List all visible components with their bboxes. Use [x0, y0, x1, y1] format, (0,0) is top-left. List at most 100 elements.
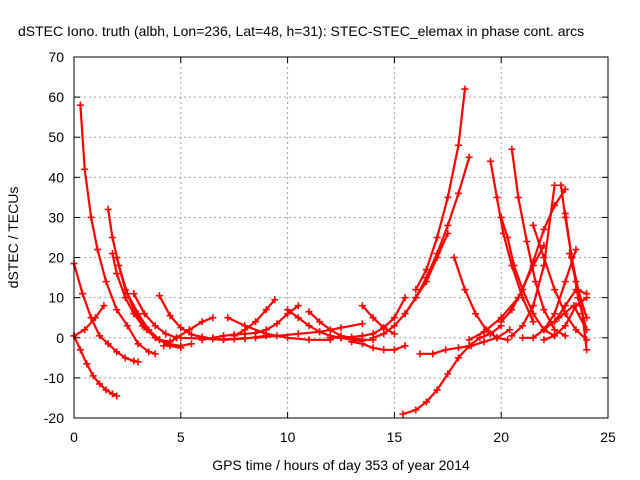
data-point: [104, 205, 112, 213]
y-tick-label: 20: [48, 250, 64, 266]
data-point: [140, 310, 148, 318]
series-arc-27: [487, 157, 537, 326]
series-line: [201, 304, 299, 341]
chart-title: dSTEC Iono. truth (albh, Lon=236, Lat=48…: [18, 23, 584, 39]
data-point: [529, 334, 537, 342]
data-point: [123, 322, 131, 330]
data-point: [230, 332, 238, 340]
data-point: [348, 338, 356, 346]
data-point: [497, 318, 505, 326]
y-tick-label: 50: [48, 129, 64, 145]
data-point: [465, 336, 473, 344]
data-point: [472, 310, 480, 318]
series-arc-26: [450, 254, 512, 344]
series-arc-22: [401, 153, 473, 318]
series-line: [372, 233, 449, 339]
data-point: [529, 258, 537, 266]
data-point: [294, 314, 302, 322]
data-point: [531, 278, 539, 286]
data-point: [416, 350, 424, 358]
data-point: [145, 348, 153, 356]
data-point: [91, 314, 99, 322]
data-point: [433, 234, 441, 241]
data-point: [177, 324, 185, 332]
data-point: [572, 326, 580, 334]
data-point: [316, 318, 324, 326]
data-point: [401, 310, 409, 318]
data-point: [561, 302, 569, 310]
data-point: [561, 209, 569, 217]
data-point: [551, 332, 559, 340]
data-point: [273, 320, 281, 328]
data-point: [130, 357, 138, 365]
data-point: [337, 324, 345, 332]
data-point: [143, 326, 151, 334]
series-arc-10: [160, 314, 217, 350]
data-point: [252, 334, 260, 342]
data-point: [76, 346, 84, 354]
data-point: [519, 334, 527, 342]
data-point: [177, 342, 185, 350]
data-point: [104, 340, 112, 348]
data-point: [102, 278, 110, 286]
data-point: [454, 189, 462, 197]
data-point: [514, 193, 522, 201]
data-point: [390, 330, 398, 338]
series-arc-13: [230, 296, 279, 340]
data-point: [508, 145, 516, 153]
series-arc-34: [529, 221, 591, 344]
series-arc-39: [566, 250, 591, 354]
data-point: [508, 306, 516, 314]
data-point: [252, 318, 260, 326]
x-axis-label: GPS time / hours of day 353 of year 2014: [212, 457, 470, 473]
data-point: [358, 332, 366, 340]
data-point: [79, 290, 87, 298]
data-point: [113, 348, 121, 356]
y-tick-label: 40: [48, 169, 64, 185]
data-point: [540, 225, 548, 233]
data-point: [96, 332, 104, 340]
y-axis-label: dSTEC / TECUs: [5, 187, 21, 289]
data-point: [570, 302, 578, 310]
data-point: [326, 326, 334, 334]
data-point: [561, 322, 569, 330]
data-series: [70, 85, 591, 418]
data-point: [177, 334, 185, 342]
data-point: [480, 328, 488, 336]
data-point: [444, 221, 452, 229]
series-line: [568, 253, 588, 350]
series-arc-03: [70, 302, 108, 340]
data-point: [294, 302, 302, 310]
series-arc-04: [76, 101, 159, 358]
series-arc-31: [497, 185, 569, 326]
data-point: [271, 296, 279, 304]
series-line: [255, 322, 363, 339]
data-point: [487, 157, 495, 165]
data-point: [358, 302, 366, 310]
data-point: [209, 334, 217, 342]
series-line: [79, 105, 156, 355]
data-point: [454, 141, 462, 149]
data-point: [113, 254, 121, 262]
data-point: [557, 181, 565, 189]
data-point: [305, 308, 313, 316]
data-point: [102, 386, 110, 394]
series-line: [553, 288, 587, 323]
data-point: [467, 342, 475, 350]
data-point: [529, 302, 537, 310]
series-line: [158, 295, 246, 341]
data-point: [450, 254, 458, 262]
series-arc-32: [508, 181, 559, 340]
series-arc-23: [412, 85, 469, 294]
data-point: [504, 336, 512, 344]
x-tick-label: 25: [600, 429, 616, 445]
grid-lines: [74, 57, 608, 418]
data-point: [578, 310, 586, 318]
data-point: [113, 270, 121, 278]
data-point: [390, 322, 398, 330]
data-point: [220, 332, 228, 340]
data-point: [480, 338, 488, 346]
data-point: [540, 306, 548, 314]
x-tick-label: 5: [177, 429, 185, 445]
data-point: [454, 354, 462, 362]
